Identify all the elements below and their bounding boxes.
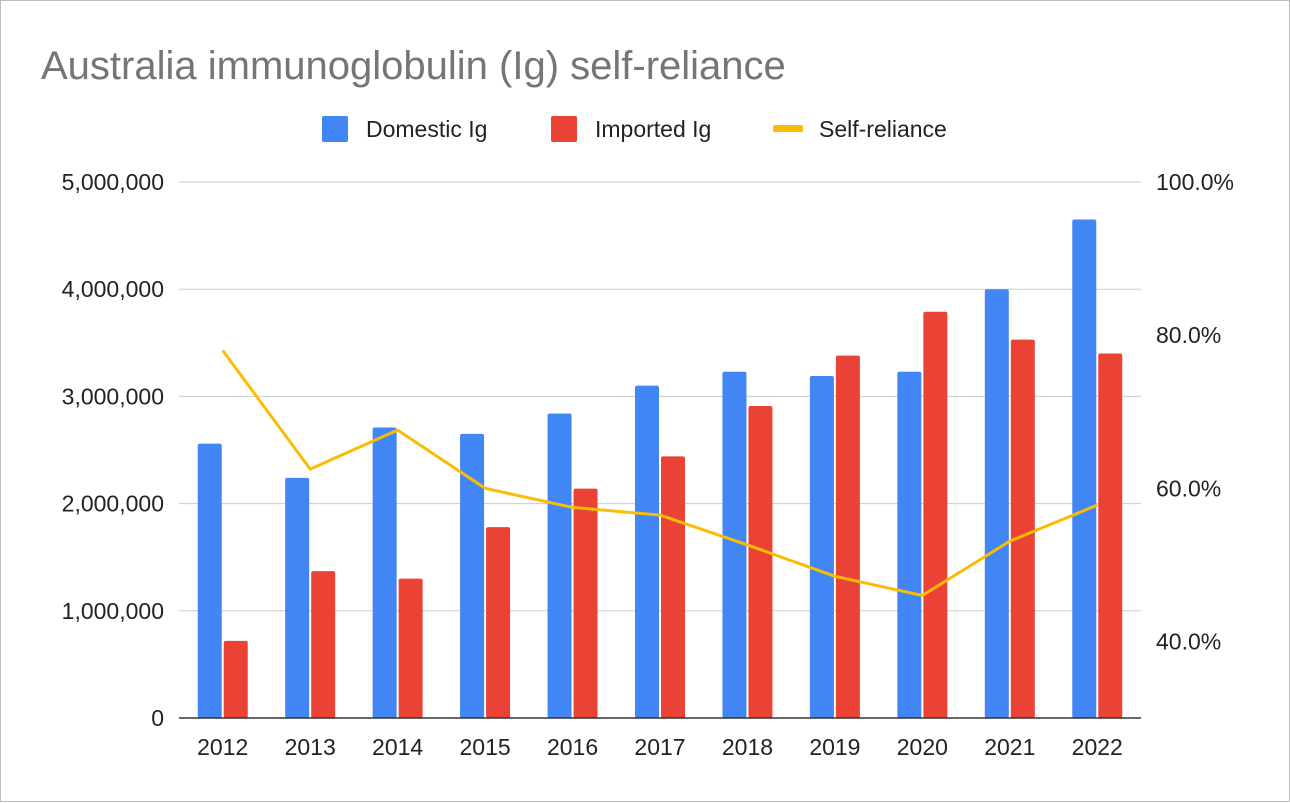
- bar-imported-2014: [398, 578, 423, 718]
- right-axis-ticks: 40.0% 60.0% 80.0% 100.0%: [1156, 169, 1234, 654]
- bar-domestic-2019: [809, 376, 834, 718]
- bar-imported-2020: [923, 311, 948, 718]
- left-tick-label: 2,000,000: [62, 491, 164, 517]
- bar-domestic-2021: [984, 289, 1009, 718]
- left-tick-label: 5,000,000: [62, 169, 164, 195]
- x-tick-label: 2022: [1072, 734, 1123, 760]
- bar-imported-2013: [311, 571, 336, 718]
- bar-imported-2019: [835, 355, 860, 718]
- right-tick-label: 80.0%: [1156, 322, 1221, 348]
- x-tick-label: 2016: [547, 734, 598, 760]
- bars: [197, 219, 1123, 718]
- bar-imported-2022: [1098, 353, 1123, 718]
- left-tick-label: 0: [151, 705, 164, 731]
- left-tick-label: 3,000,000: [62, 383, 164, 409]
- right-tick-label: 40.0%: [1156, 628, 1221, 654]
- x-tick-label: 2020: [897, 734, 948, 760]
- legend-label-imported: Imported Ig: [595, 116, 711, 142]
- bar-imported-2018: [748, 406, 773, 718]
- x-tick-label: 2021: [984, 734, 1035, 760]
- left-axis-ticks: 0 1,000,000 2,000,000 3,000,000 4,000,000 5,0…: [62, 169, 164, 731]
- x-tick-label: 2017: [634, 734, 685, 760]
- bar-domestic-2016: [547, 413, 572, 718]
- bar-domestic-2012: [197, 443, 222, 718]
- x-tick-label: 2018: [722, 734, 773, 760]
- bar-imported-2021: [1010, 339, 1035, 718]
- self-reliance-line: [221, 349, 1098, 597]
- legend-label-self-reliance: Self-reliance: [819, 116, 947, 142]
- chart-title: Australia immunoglobulin (Ig) self-relia…: [41, 44, 786, 88]
- x-tick-label: 2014: [372, 734, 423, 760]
- x-tick-label: 2012: [197, 734, 248, 760]
- right-tick-label: 60.0%: [1156, 475, 1221, 501]
- bar-domestic-2020: [897, 371, 922, 718]
- legend-swatch-imported: [551, 116, 577, 142]
- bar-imported-2016: [573, 488, 598, 718]
- bar-imported-2012: [223, 640, 248, 718]
- bar-domestic-2018: [722, 371, 747, 718]
- bar-domestic-2022: [1072, 219, 1097, 718]
- bar-imported-2017: [661, 456, 685, 718]
- legend: Domestic Ig Imported Ig Self-reliance: [322, 116, 947, 142]
- legend-label-domestic: Domestic Ig: [366, 116, 487, 142]
- bar-domestic-2017: [635, 385, 659, 718]
- left-tick-label: 4,000,000: [62, 276, 164, 302]
- x-axis-ticks: 2012 2013 2014 2015 2016 2017 2018 2019 2020 2021…: [197, 734, 1123, 760]
- bar-domestic-2015: [460, 433, 485, 718]
- x-tick-label: 2019: [809, 734, 860, 760]
- bar-imported-2015: [486, 527, 511, 718]
- right-tick-label: 100.0%: [1156, 169, 1234, 195]
- legend-swatch-domestic: [322, 116, 348, 142]
- x-tick-label: 2015: [460, 734, 511, 760]
- self-reliance-line-group: [221, 349, 1098, 597]
- bar-domestic-2014: [372, 427, 397, 718]
- legend-swatch-self-reliance: [773, 125, 803, 132]
- bar-domestic-2013: [285, 477, 310, 718]
- gridlines: [179, 181, 1141, 612]
- x-tick-label: 2013: [285, 734, 336, 760]
- left-tick-label: 1,000,000: [62, 598, 164, 624]
